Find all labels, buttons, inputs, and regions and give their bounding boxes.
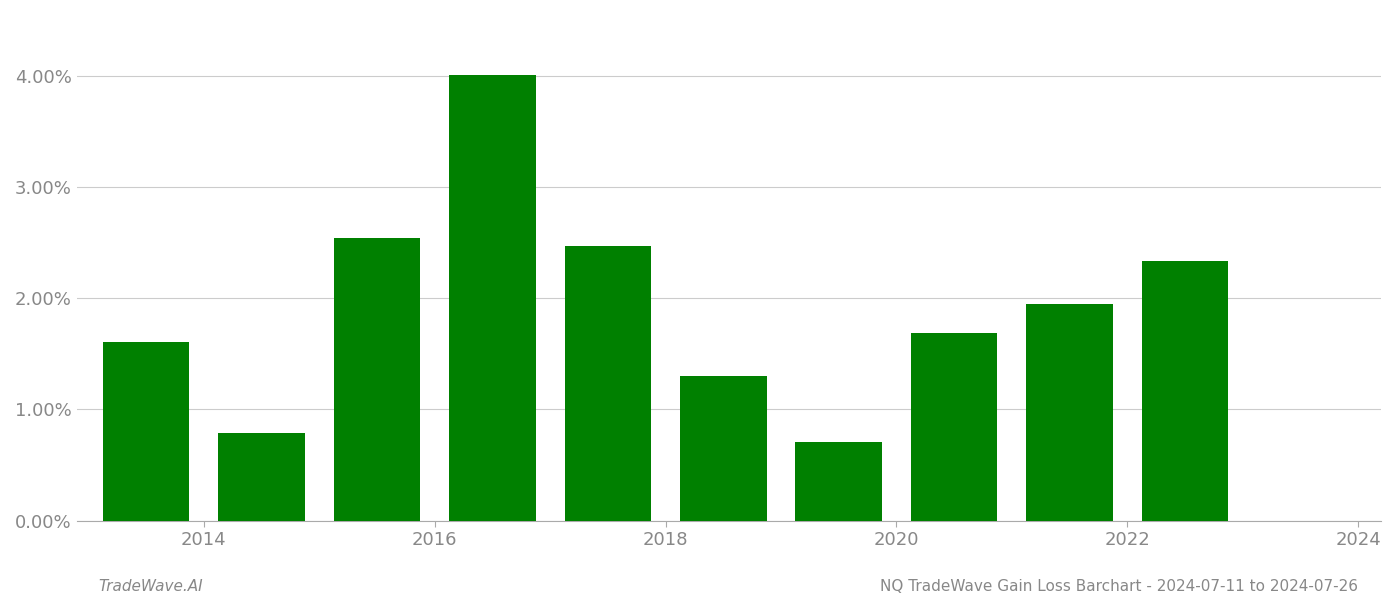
Bar [1142,260,1228,521]
Bar [449,75,536,521]
Text: NQ TradeWave Gain Loss Barchart - 2024-07-11 to 2024-07-26: NQ TradeWave Gain Loss Barchart - 2024-0… [881,579,1358,594]
Bar [1026,304,1113,521]
Bar [218,433,305,521]
Text: TradeWave.AI: TradeWave.AI [98,579,203,594]
Bar [333,238,420,521]
Bar [680,376,767,521]
Bar [795,442,882,521]
Bar [102,341,189,521]
Bar [564,246,651,521]
Bar [911,333,997,521]
